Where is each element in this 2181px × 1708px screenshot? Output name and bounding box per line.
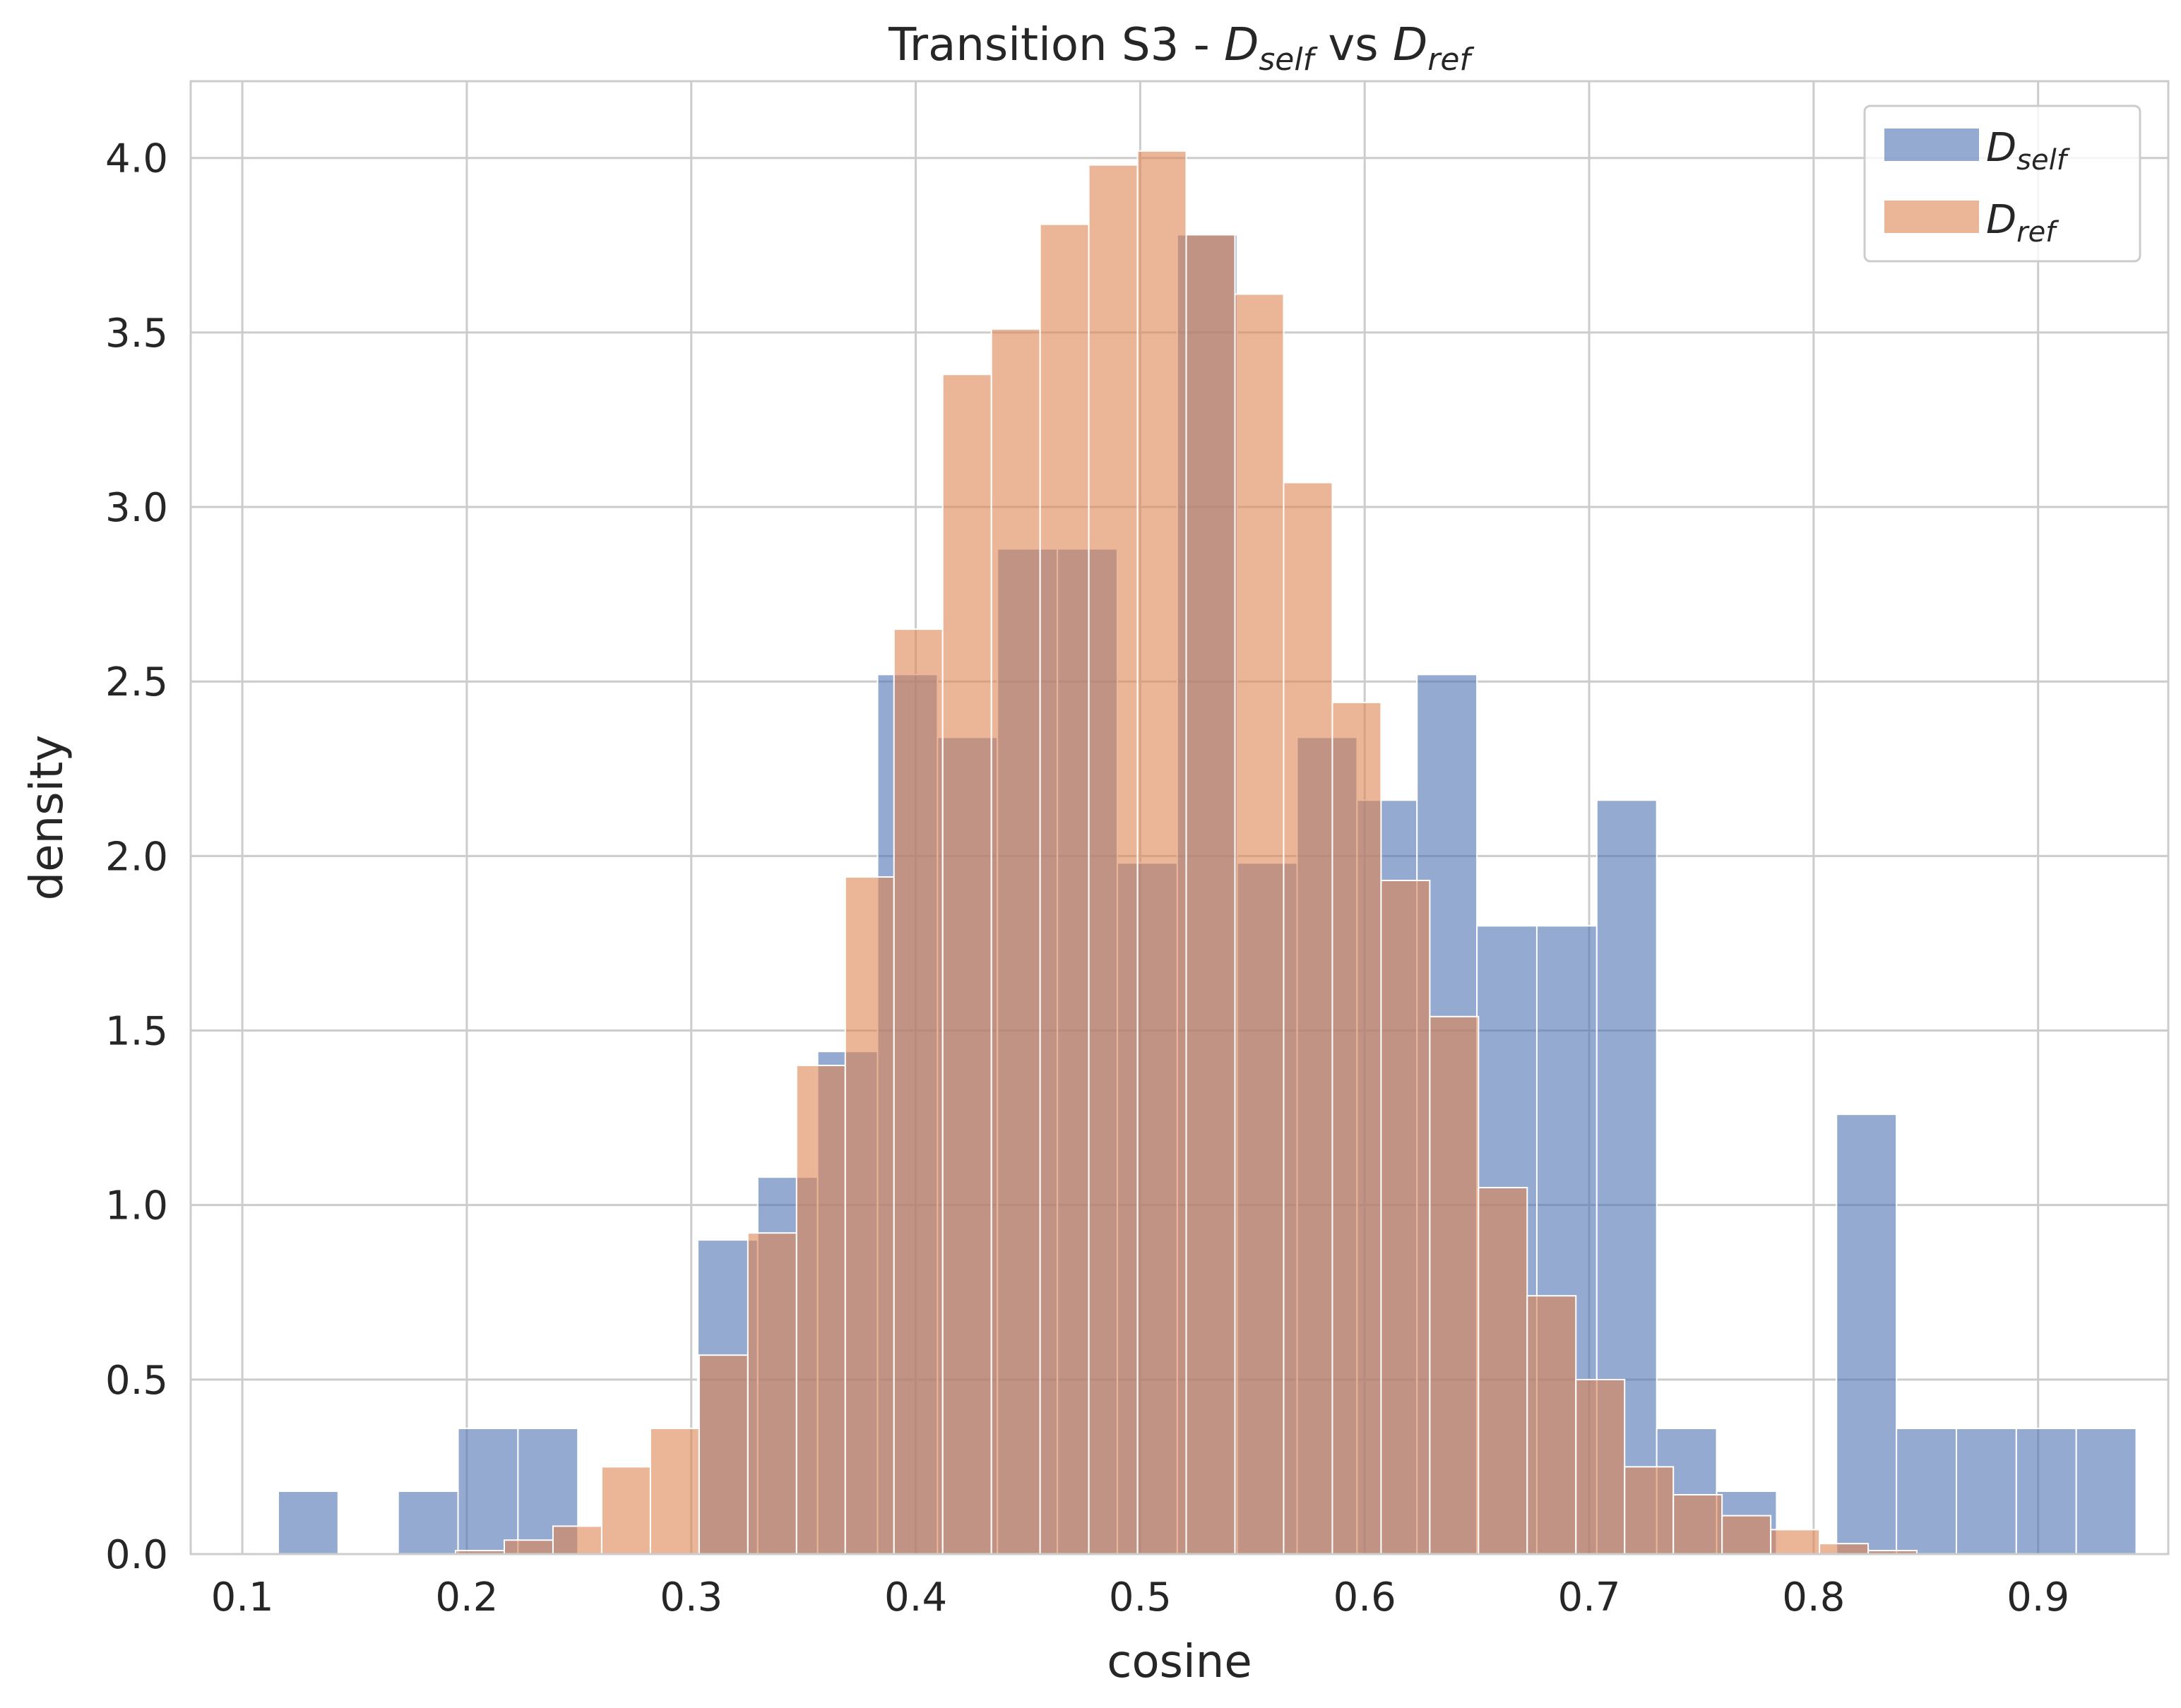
bar-d-ref-25 (1672, 1493, 1723, 1555)
y-tick-label: 2.0 (105, 834, 168, 880)
bar-d-ref-15 (1185, 234, 1236, 1555)
x-tick-label: 0.7 (1557, 1575, 1620, 1620)
bar-d-ref-18 (1331, 701, 1382, 1555)
bar-d-self-29 (2015, 1428, 2077, 1555)
bar-d-ref-7 (795, 1064, 846, 1555)
title-d-ref-subscript: ref (1427, 42, 1475, 78)
bar-d-self-3 (457, 1428, 519, 1555)
bar-d-ref-16 (1234, 293, 1285, 1555)
bar-d-ref-8 (844, 876, 895, 1555)
bar-d-self-0 (277, 1491, 339, 1555)
y-tick-label: 0.0 (105, 1532, 168, 1578)
bar-d-ref-11 (990, 328, 1041, 1555)
legend-swatch-d-self (1884, 129, 1979, 161)
x-axis-label: cosine (1107, 1636, 1252, 1688)
bar-d-ref-1 (503, 1539, 554, 1555)
bar-d-ref-6 (747, 1232, 797, 1555)
y-tick-label: 4.0 (105, 136, 168, 182)
bar-d-ref-20 (1429, 1015, 1480, 1555)
y-tick-label: 1.0 (105, 1183, 168, 1229)
series-d-ref-bars (455, 150, 1918, 1555)
title-d-self: D (1224, 19, 1259, 71)
bar-d-self-28 (1955, 1428, 2017, 1555)
title-d-ref: D (1393, 19, 1427, 71)
bar-d-ref-22 (1526, 1295, 1577, 1555)
bar-d-ref-3 (600, 1466, 651, 1555)
bar-d-self-26 (1836, 1113, 1898, 1555)
bar-d-ref-12 (1039, 223, 1090, 1555)
y-tick-label: 2.5 (105, 659, 168, 705)
bar-d-ref-2 (552, 1525, 602, 1555)
y-tick-label: 1.5 (105, 1009, 168, 1055)
legend-label-d-self: Dself (1986, 125, 2071, 177)
bar-d-self-27 (1896, 1428, 1957, 1555)
bar-d-ref-10 (941, 374, 992, 1555)
bar-d-self-30 (2075, 1428, 2137, 1555)
bar-d-ref-21 (1478, 1186, 1528, 1555)
x-tick-label: 0.8 (1782, 1575, 1845, 1620)
bar-d-ref-4 (649, 1428, 700, 1555)
bar-d-ref-24 (1624, 1466, 1675, 1555)
bar-d-ref-26 (1721, 1515, 1772, 1555)
y-tick-label: 0.5 (105, 1358, 168, 1404)
title-prefix: Transition S3 - (888, 19, 1224, 71)
bar-d-ref-19 (1380, 879, 1431, 1555)
bar-d-ref-28 (1819, 1543, 1870, 1555)
y-tick-label: 3.0 (105, 485, 168, 531)
bar-d-ref-17 (1283, 482, 1333, 1555)
x-tick-label: 0.9 (2007, 1575, 2069, 1620)
legend-swatch-d-ref (1884, 201, 1979, 233)
legend: Dself Dref (1863, 104, 2141, 263)
plot-frame (189, 80, 2170, 1555)
chart-title: Transition S3 - Dself vs Dref (888, 19, 1475, 78)
title-vs: vs (1314, 19, 1393, 71)
x-tick-label: 0.6 (1333, 1575, 1396, 1620)
bar-d-ref-9 (893, 628, 944, 1555)
x-tick-label: 0.3 (660, 1575, 723, 1620)
bar-d-ref-23 (1575, 1378, 1626, 1555)
x-tick-label: 0.4 (884, 1575, 947, 1620)
y-axis-label: density (21, 735, 73, 901)
x-tick-labels: 0.1 0.2 0.3 0.4 0.5 0.6 0.7 0.8 0.9 (211, 1575, 2070, 1620)
bar-d-ref-13 (1088, 164, 1139, 1555)
x-tick-label: 0.1 (211, 1575, 274, 1620)
y-tick-labels: 0.0 0.5 1.0 1.5 2.0 2.5 3.0 3.5 4.0 (105, 136, 168, 1578)
title-d-self-subscript: self (1259, 42, 1318, 78)
bar-d-ref-14 (1136, 150, 1187, 1555)
y-tick-label: 3.5 (105, 311, 168, 357)
x-tick-label: 0.5 (1109, 1575, 1172, 1620)
x-tick-label: 0.2 (435, 1575, 498, 1620)
legend-label-d-ref: Dref (1986, 197, 2060, 249)
bar-d-ref-27 (1770, 1529, 1821, 1555)
bar-d-ref-5 (698, 1354, 749, 1555)
bar-d-self-2 (397, 1491, 459, 1555)
